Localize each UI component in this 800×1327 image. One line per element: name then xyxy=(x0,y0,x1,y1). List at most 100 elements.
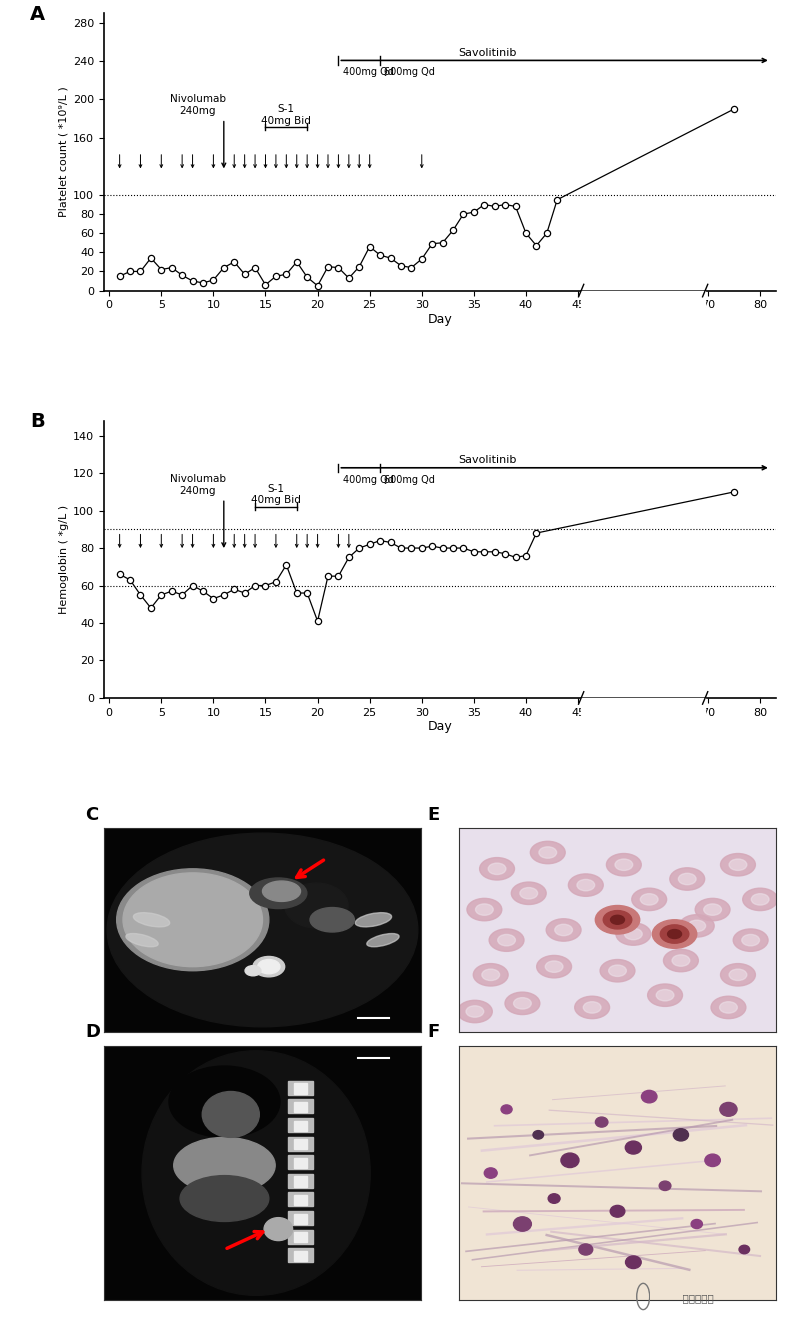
Ellipse shape xyxy=(169,1066,280,1137)
Circle shape xyxy=(480,857,514,880)
Ellipse shape xyxy=(123,873,262,966)
Ellipse shape xyxy=(142,1051,370,1295)
Circle shape xyxy=(482,969,499,981)
Circle shape xyxy=(720,1103,737,1116)
Bar xyxy=(288,1156,314,1169)
Circle shape xyxy=(574,997,610,1019)
Bar xyxy=(294,1214,307,1223)
Circle shape xyxy=(475,904,494,916)
Ellipse shape xyxy=(310,908,354,932)
Circle shape xyxy=(660,925,689,943)
Text: Savolitinib: Savolitinib xyxy=(458,455,517,464)
Circle shape xyxy=(742,888,778,910)
Bar xyxy=(288,1137,314,1151)
Circle shape xyxy=(625,929,642,940)
X-axis label: Day: Day xyxy=(428,721,452,734)
Text: 400mg Qd: 400mg Qd xyxy=(342,68,394,77)
Circle shape xyxy=(695,898,730,921)
Circle shape xyxy=(603,910,632,929)
Circle shape xyxy=(742,934,759,946)
Circle shape xyxy=(583,1002,601,1013)
Circle shape xyxy=(489,929,524,951)
Circle shape xyxy=(705,1154,720,1166)
Circle shape xyxy=(679,914,714,937)
Circle shape xyxy=(595,905,640,934)
Circle shape xyxy=(652,920,697,949)
Bar xyxy=(288,1230,314,1243)
Circle shape xyxy=(245,966,261,975)
Circle shape xyxy=(546,961,563,973)
Circle shape xyxy=(511,882,546,905)
Circle shape xyxy=(691,1220,702,1229)
Bar xyxy=(288,1119,314,1132)
Y-axis label: Platelet count ( *10⁹/L ): Platelet count ( *10⁹/L ) xyxy=(59,86,69,218)
Circle shape xyxy=(548,1194,560,1204)
Text: S-1
40mg Bid: S-1 40mg Bid xyxy=(262,104,311,126)
Circle shape xyxy=(539,847,557,859)
Ellipse shape xyxy=(174,1137,275,1193)
Circle shape xyxy=(466,1006,484,1018)
Bar xyxy=(581,698,705,714)
Circle shape xyxy=(610,916,625,924)
Circle shape xyxy=(568,874,603,896)
Circle shape xyxy=(659,1181,671,1190)
Bar xyxy=(294,1176,307,1186)
Circle shape xyxy=(678,873,696,885)
Circle shape xyxy=(615,859,633,871)
X-axis label: Day: Day xyxy=(428,313,452,326)
Bar xyxy=(288,1080,314,1095)
Circle shape xyxy=(721,853,755,876)
Text: B: B xyxy=(30,413,45,431)
Circle shape xyxy=(648,985,682,1006)
Text: Savolitinib: Savolitinib xyxy=(458,48,517,57)
Circle shape xyxy=(729,969,747,981)
Bar xyxy=(288,1249,314,1262)
Circle shape xyxy=(704,904,722,916)
Ellipse shape xyxy=(134,913,170,926)
Circle shape xyxy=(577,880,594,890)
Circle shape xyxy=(533,1131,543,1139)
Circle shape xyxy=(498,934,515,946)
Ellipse shape xyxy=(355,913,391,926)
Circle shape xyxy=(458,1001,492,1023)
Text: Nivolumab
240mg: Nivolumab 240mg xyxy=(170,474,226,495)
Circle shape xyxy=(467,898,502,921)
Bar xyxy=(288,1174,314,1188)
Circle shape xyxy=(610,1205,625,1217)
Circle shape xyxy=(600,959,635,982)
Ellipse shape xyxy=(262,881,301,901)
Circle shape xyxy=(642,1091,657,1103)
Text: F: F xyxy=(427,1023,439,1040)
Text: C: C xyxy=(85,805,98,824)
Circle shape xyxy=(606,853,642,876)
Circle shape xyxy=(739,1245,750,1254)
Bar xyxy=(288,1212,314,1225)
Circle shape xyxy=(501,1105,512,1113)
Bar xyxy=(288,1099,314,1113)
Ellipse shape xyxy=(107,833,418,1027)
Bar xyxy=(288,1193,314,1206)
Bar xyxy=(294,1196,307,1205)
Text: A: A xyxy=(30,5,46,24)
Bar xyxy=(294,1101,307,1112)
Circle shape xyxy=(264,1218,293,1241)
Ellipse shape xyxy=(180,1176,269,1221)
Text: 400mg Qd: 400mg Qd xyxy=(342,475,394,484)
Bar xyxy=(294,1139,307,1149)
Ellipse shape xyxy=(285,882,348,928)
Bar xyxy=(294,1233,307,1242)
Circle shape xyxy=(609,965,626,977)
Text: 基因药物汇: 基因药物汇 xyxy=(676,1292,714,1303)
Circle shape xyxy=(734,929,768,951)
Text: E: E xyxy=(427,805,439,824)
Circle shape xyxy=(474,963,508,986)
Circle shape xyxy=(537,955,571,978)
Circle shape xyxy=(626,1141,642,1154)
Bar xyxy=(294,1251,307,1261)
Ellipse shape xyxy=(126,933,158,946)
Bar xyxy=(581,291,705,308)
Ellipse shape xyxy=(250,878,307,909)
Text: Nivolumab
240mg: Nivolumab 240mg xyxy=(170,94,226,115)
Bar xyxy=(294,1120,307,1131)
Circle shape xyxy=(663,949,698,971)
